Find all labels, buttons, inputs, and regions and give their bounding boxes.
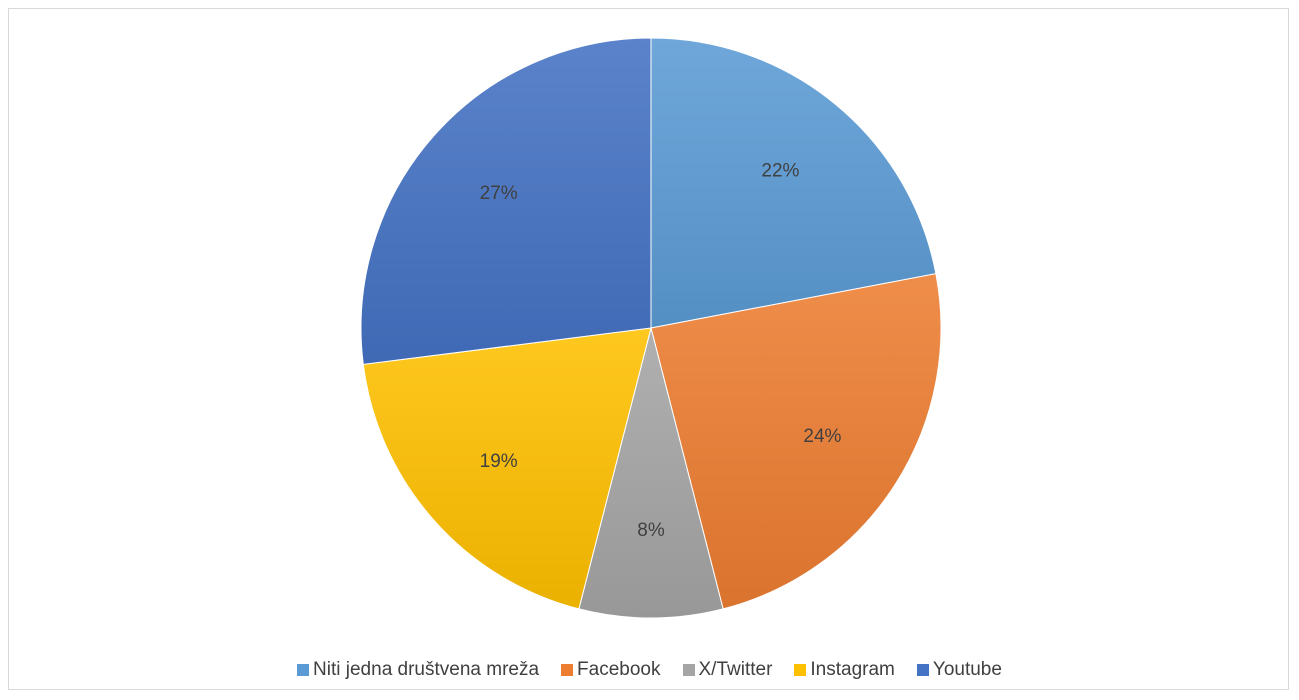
data-label-niti-jedna-dru-tvena-mre-a: 22%: [761, 161, 799, 182]
legend-item-niti-jedna: Niti jedna društvena mreža: [297, 659, 539, 681]
legend-item-x-twitter: X/Twitter: [682, 659, 773, 681]
legend-label-niti-jedna: Niti jedna društvena mreža: [313, 659, 540, 680]
pie-slice-instagram: [362, 327, 652, 610]
legend-swatch-facebook: [561, 664, 574, 676]
pie-slice-x-twitter: [578, 327, 724, 619]
pie-slice-niti-jedna-dru-tvena-mre-a: [650, 37, 937, 329]
data-label-instagram: 19%: [480, 451, 518, 472]
chart-frame: 22% 24% 8% 19% 27% Niti jedna društvena mrež…: [8, 8, 1289, 690]
legend-swatch-instagram: [794, 664, 807, 676]
pie-chart: 22% 24% 8% 19% 27%: [360, 37, 942, 619]
legend-item-facebook: Facebook: [561, 659, 661, 681]
legend-swatch-niti-jedna: [297, 664, 310, 676]
data-label-x-twitter: 8%: [637, 520, 665, 541]
pie-slice-facebook: [650, 273, 942, 610]
chart-legend: Niti jedna društvena mreža Facebook X/Tw…: [9, 659, 1290, 681]
legend-label-instagram: Instagram: [810, 659, 895, 680]
data-label-facebook: 24%: [803, 426, 841, 447]
legend-label-x-twitter: X/Twitter: [698, 659, 773, 680]
legend-item-youtube: Youtube: [916, 659, 1002, 681]
legend-item-instagram: Instagram: [794, 659, 895, 681]
data-label-youtube: 27%: [480, 183, 518, 204]
legend-label-facebook: Facebook: [577, 659, 661, 680]
pie-slice-youtube: [360, 37, 652, 365]
legend-label-youtube: Youtube: [932, 659, 1002, 680]
legend-swatch-youtube: [916, 664, 929, 676]
legend-swatch-x-twitter: [682, 664, 695, 676]
